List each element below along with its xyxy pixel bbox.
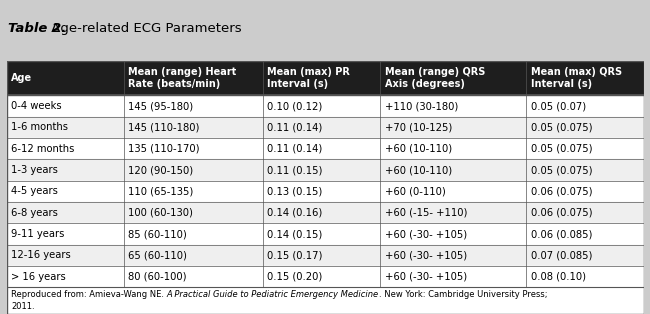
Text: 0.10 (0.12): 0.10 (0.12) bbox=[267, 101, 322, 111]
Text: +110 (30-180): +110 (30-180) bbox=[385, 101, 458, 111]
Text: 0.14 (0.16): 0.14 (0.16) bbox=[267, 208, 322, 218]
Text: . New York: Cambridge University Press;: . New York: Cambridge University Press; bbox=[379, 290, 547, 299]
Text: +60 (-30- +105): +60 (-30- +105) bbox=[385, 272, 467, 282]
Text: +60 (10-110): +60 (10-110) bbox=[385, 144, 452, 154]
Text: 0.06 (0.075): 0.06 (0.075) bbox=[530, 208, 592, 218]
Text: +60 (-30- +105): +60 (-30- +105) bbox=[385, 251, 467, 260]
Text: 0.14 (0.15): 0.14 (0.15) bbox=[267, 229, 322, 239]
Text: 0.06 (0.085): 0.06 (0.085) bbox=[530, 229, 592, 239]
Text: 135 (110-170): 135 (110-170) bbox=[129, 144, 200, 154]
Text: 0.08 (0.10): 0.08 (0.10) bbox=[530, 272, 586, 282]
Text: A Practical Guide to Pediatric Emergency Medicine: A Practical Guide to Pediatric Emergency… bbox=[166, 290, 379, 299]
Text: 4-5 years: 4-5 years bbox=[11, 187, 58, 196]
Text: 100 (60-130): 100 (60-130) bbox=[129, 208, 193, 218]
Text: Mean (max) PR
Interval (s): Mean (max) PR Interval (s) bbox=[267, 67, 350, 89]
Text: +70 (10-125): +70 (10-125) bbox=[385, 122, 452, 133]
Text: 9-11 years: 9-11 years bbox=[11, 229, 64, 239]
Text: 0.15 (0.17): 0.15 (0.17) bbox=[267, 251, 322, 260]
Text: 145 (95-180): 145 (95-180) bbox=[129, 101, 194, 111]
Text: 0.06 (0.075): 0.06 (0.075) bbox=[530, 187, 592, 196]
Text: 0.05 (0.07): 0.05 (0.07) bbox=[530, 101, 586, 111]
Text: 85 (60-110): 85 (60-110) bbox=[129, 229, 187, 239]
Text: 1-3 years: 1-3 years bbox=[11, 165, 58, 175]
Bar bbox=[6, 287, 644, 314]
Text: 6-12 months: 6-12 months bbox=[11, 144, 74, 154]
Text: 145 (110-180): 145 (110-180) bbox=[129, 122, 200, 133]
Text: 65 (60-110): 65 (60-110) bbox=[129, 251, 187, 260]
Bar bbox=[6, 138, 644, 160]
Bar bbox=[6, 61, 644, 95]
Bar bbox=[6, 95, 644, 117]
Text: 6-8 years: 6-8 years bbox=[11, 208, 58, 218]
Text: Age-related ECG Parameters: Age-related ECG Parameters bbox=[47, 22, 242, 35]
Text: 0.11 (0.14): 0.11 (0.14) bbox=[267, 122, 322, 133]
Text: 0.11 (0.14): 0.11 (0.14) bbox=[267, 144, 322, 154]
Text: 0.07 (0.085): 0.07 (0.085) bbox=[530, 251, 592, 260]
Bar bbox=[6, 245, 644, 266]
Text: 0.15 (0.20): 0.15 (0.20) bbox=[267, 272, 322, 282]
Text: 0.05 (0.075): 0.05 (0.075) bbox=[530, 122, 592, 133]
Text: Mean (max) QRS
Interval (s): Mean (max) QRS Interval (s) bbox=[530, 67, 621, 89]
Text: > 16 years: > 16 years bbox=[11, 272, 66, 282]
Text: 0.05 (0.075): 0.05 (0.075) bbox=[530, 165, 592, 175]
Text: Age: Age bbox=[11, 73, 32, 83]
Text: Mean (range) Heart
Rate (beats/min): Mean (range) Heart Rate (beats/min) bbox=[129, 67, 237, 89]
Text: +60 (10-110): +60 (10-110) bbox=[385, 165, 452, 175]
Text: 1-6 months: 1-6 months bbox=[11, 122, 68, 133]
Text: 110 (65-135): 110 (65-135) bbox=[129, 187, 194, 196]
Bar bbox=[6, 266, 644, 287]
Text: 12-16 years: 12-16 years bbox=[11, 251, 71, 260]
Text: 120 (90-150): 120 (90-150) bbox=[129, 165, 194, 175]
Bar bbox=[6, 224, 644, 245]
Text: 80 (60-100): 80 (60-100) bbox=[129, 272, 187, 282]
Text: 0.13 (0.15): 0.13 (0.15) bbox=[267, 187, 322, 196]
Text: Mean (range) QRS
Axis (degrees): Mean (range) QRS Axis (degrees) bbox=[385, 67, 485, 89]
Text: 0.11 (0.15): 0.11 (0.15) bbox=[267, 165, 322, 175]
Text: 2011.: 2011. bbox=[11, 302, 34, 311]
Text: 0.05 (0.075): 0.05 (0.075) bbox=[530, 144, 592, 154]
Bar bbox=[6, 117, 644, 138]
Text: +60 (-15- +110): +60 (-15- +110) bbox=[385, 208, 467, 218]
Bar bbox=[6, 160, 644, 181]
Text: Table 2.: Table 2. bbox=[8, 22, 66, 35]
Text: +60 (0-110): +60 (0-110) bbox=[385, 187, 445, 196]
Text: +60 (-30- +105): +60 (-30- +105) bbox=[385, 229, 467, 239]
Text: 0-4 weeks: 0-4 weeks bbox=[11, 101, 62, 111]
Bar bbox=[6, 181, 644, 202]
Bar bbox=[6, 202, 644, 224]
Text: Reproduced from: Amieva-Wang NE.: Reproduced from: Amieva-Wang NE. bbox=[11, 290, 166, 299]
